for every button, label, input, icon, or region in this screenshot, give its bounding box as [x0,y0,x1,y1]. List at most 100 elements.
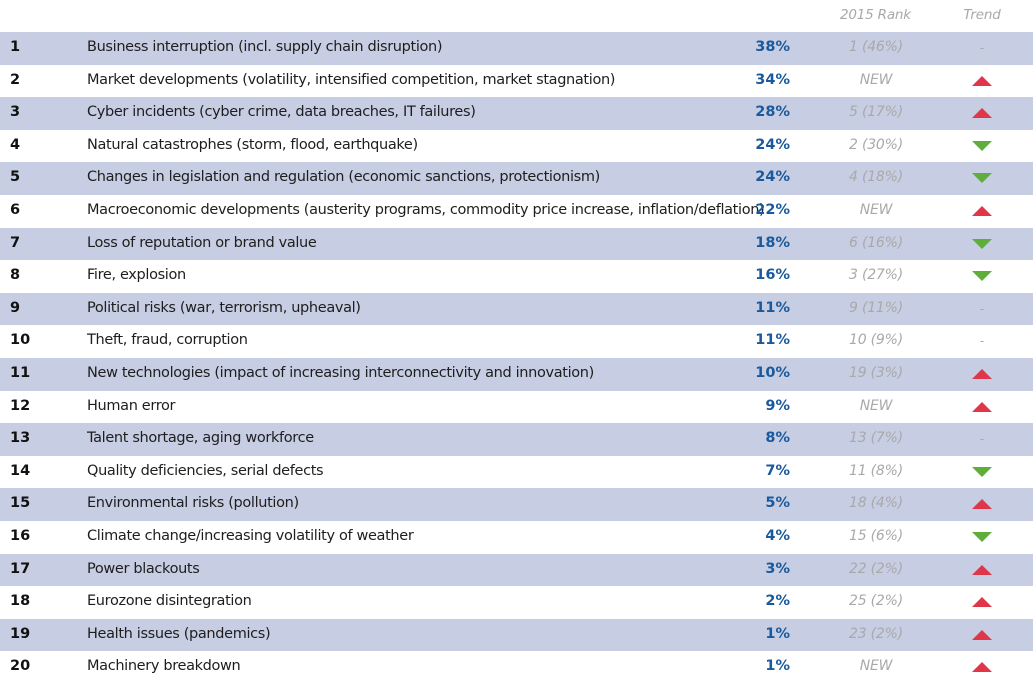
table-row: 9 Political risks (war, terrorism, upheav… [0,292,1033,326]
risk-percent: 24% [755,136,790,153]
triangle-down-icon [972,238,992,249]
triangle-down-icon [972,140,992,151]
dash-icon: - [979,432,985,447]
risk-label: Human error [87,397,176,414]
risk-percent: 16% [755,267,790,284]
rank-number: 18 [10,593,31,610]
risk-label: Theft, fraud, corruption [87,332,248,349]
prev-rank: 5 (17%) [849,104,903,121]
rank-number: 20 [10,658,31,675]
trend-up-icon [962,97,1002,129]
triangle-up-icon [972,401,992,412]
risk-label: Market developments (volatility, intensi… [87,71,616,88]
rank-number: 9 [10,299,21,316]
prev-rank: 23 (2%) [849,625,903,642]
table-row: 2 Market developments (volatility, intens… [0,65,1033,98]
prev-rank: 25 (2%) [849,593,903,610]
risk-label: Macroeconomic developments (austerity pr… [87,201,765,218]
rank-number: 13 [10,430,31,447]
risk-label: Changes in legislation and regulation (e… [87,169,600,186]
trend-unchanged: - [962,423,1002,455]
trend-down-icon [962,228,1002,260]
prev-rank: 2 (30%) [849,136,903,153]
prev-rank: 10 (9%) [849,332,903,349]
trend-unchanged: - [962,293,1002,325]
prev-rank: NEW [859,397,893,414]
table-row: 12 Human error 9% NEW [0,391,1033,424]
table-row: 11 New technologies (impact of increasing… [0,357,1033,391]
prev-rank: 1 (46%) [849,39,903,55]
table-row: 15 Environmental risks (pollution) 5% 18 (4… [0,488,1033,521]
trend-column-header: Trend [963,7,1001,23]
table-row: 10 Theft, fraud, corruption 11% 10 (9%) - [0,325,1033,358]
risk-label: Eurozone disintegration [87,593,252,610]
triangle-up-icon [972,564,992,575]
risk-percent: 18% [755,234,790,251]
triangle-down-icon [972,531,992,542]
table-row: 8 Fire, explosion 16% 3 (27%) [0,260,1033,293]
risk-percent: 7% [765,462,790,479]
trend-down-icon [962,130,1002,162]
prev-rank: 15 (6%) [849,527,903,544]
risk-ranking-table: 1 Business interruption (incl. supply cha… [0,32,1033,684]
rank-number: 11 [10,364,31,381]
table-row: 7 Loss of reputation or brand value 18% 6 (… [0,227,1033,261]
trend-up-icon [962,358,1002,390]
risk-label: Natural catastrophes (storm, flood, eart… [87,136,418,153]
risk-percent: 24% [755,169,790,186]
trend-unchanged: - [962,32,1002,64]
prev-rank-column-header: 2015 Rank [840,7,911,23]
risk-label: Machinery breakdown [87,658,241,675]
trend-down-icon [962,162,1002,194]
risk-percent: 2% [765,593,790,610]
triangle-up-icon [972,75,992,86]
risk-label: Cyber incidents (cyber crime, data breac… [87,104,476,121]
risk-percent: 22% [755,201,790,218]
table-row: 19 Health issues (pandemics) 1% 23 (2%) [0,618,1033,652]
triangle-up-icon [972,499,992,510]
prev-rank: 6 (16%) [849,234,903,251]
prev-rank: 9 (11%) [849,299,903,316]
risk-percent: 1% [765,658,790,675]
rank-number: 4 [10,136,21,153]
trend-up-icon [962,195,1002,227]
risk-label: Environmental risks (pollution) [87,495,299,512]
rank-number: 12 [10,397,31,414]
risk-percent: 11% [755,332,790,349]
risk-label: Political risks (war, terrorism, upheava… [87,299,361,316]
trend-up-icon [962,488,1002,520]
risk-label: Fire, explosion [87,267,186,284]
trend-down-icon [962,260,1002,292]
triangle-up-icon [972,368,992,379]
triangle-up-icon [972,205,992,216]
prev-rank: NEW [859,201,893,218]
triangle-up-icon [972,629,992,640]
trend-down-icon [962,456,1002,488]
triangle-down-icon [972,173,992,184]
risk-percent: 4% [765,527,790,544]
rank-number: 7 [10,234,21,251]
risk-percent: 34% [755,71,790,88]
prev-rank: 22 (2%) [849,560,903,577]
prev-rank: NEW [859,658,893,675]
table-row: 5 Changes in legislation and regulation (… [0,162,1033,195]
prev-rank: 18 (4%) [849,495,903,512]
trend-up-icon [962,586,1002,618]
table-row: 18 Eurozone disintegration 2% 25 (2%) [0,586,1033,619]
risk-percent: 10% [755,364,790,381]
triangle-down-icon [972,271,992,282]
rank-number: 3 [10,104,21,121]
table-header: 2015 Rank Trend [0,0,1033,32]
risk-percent: 8% [765,430,790,447]
trend-up-icon [962,65,1002,97]
table-row: 16 Climate change/increasing volatility o… [0,521,1033,554]
risk-label: Quality deficiencies, serial defects [87,462,324,479]
table-row: 4 Natural catastrophes (storm, flood, ear… [0,130,1033,163]
triangle-up-icon [972,662,992,673]
table-row: 6 Macroeconomic developments (austerity p… [0,195,1033,228]
table-row: 14 Quality deficiencies, serial defects 7%… [0,456,1033,489]
risk-label: New technologies (impact of increasing i… [87,364,594,381]
dash-icon: - [979,301,985,316]
prev-rank: NEW [859,71,893,88]
rank-number: 17 [10,560,31,577]
